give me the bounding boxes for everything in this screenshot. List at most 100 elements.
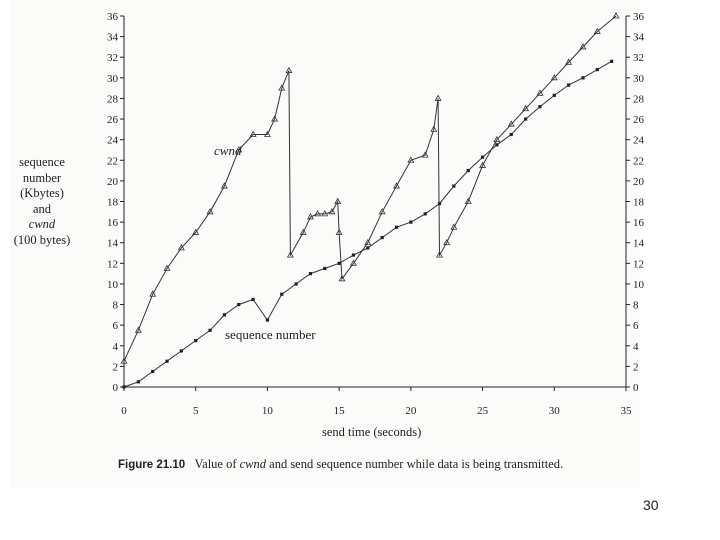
- y-axis-label-line: cwnd: [28, 217, 56, 231]
- x-tick-label: 20: [405, 405, 417, 417]
- caption-text-italic: cwnd: [239, 457, 267, 471]
- y-tick-label-right: 26: [633, 114, 645, 126]
- y-tick-label-right: 34: [633, 32, 645, 44]
- cwnd-point: [612, 12, 620, 19]
- y-tick-label-right: 10: [633, 279, 645, 291]
- cwnd-point: [120, 357, 128, 364]
- sequence-number-point: [423, 212, 427, 216]
- y-tick-label-right: 22: [633, 155, 644, 167]
- sequence-number-point: [380, 235, 384, 240]
- slide-number: 30: [643, 497, 659, 513]
- cwnd-point: [177, 244, 185, 251]
- y-tick-label-left: 14: [107, 238, 119, 250]
- sequence-number-point: [165, 359, 169, 363]
- cwnd-point: [522, 104, 530, 112]
- sequence-number-point: [208, 328, 212, 332]
- y-tick-label-left: 18: [107, 197, 119, 209]
- sequence-number-point: [567, 83, 571, 87]
- cwnd-point: [134, 326, 142, 333]
- y-tick-label-left: 10: [107, 279, 119, 291]
- caption-text-end: and send sequence number while data is b…: [266, 457, 564, 471]
- y-tick-label-left: 6: [113, 320, 119, 332]
- y-tick-label-left: 20: [107, 176, 119, 188]
- cwnd-point: [507, 120, 515, 127]
- sequence-number-point: [538, 105, 542, 109]
- x-tick-label: 10: [262, 405, 274, 417]
- cwnd-point: [493, 135, 501, 143]
- sequence-number-point: [194, 339, 198, 343]
- y-tick-label-left: 36: [107, 11, 119, 23]
- y-tick-label-left: 16: [107, 217, 119, 229]
- y-tick-label-right: 16: [633, 217, 645, 229]
- sequence-number-point: [351, 253, 356, 257]
- cwnd-line: [123, 15, 617, 362]
- y-axis-label-line: sequence: [19, 155, 65, 169]
- y-axis-label-line: and: [32, 201, 52, 216]
- sequence-number-point: [122, 385, 126, 389]
- sequence-number-point: [524, 117, 528, 121]
- cwnd-point: [263, 130, 271, 137]
- cwnd-point: [364, 238, 372, 246]
- cwnd-point: [314, 210, 322, 217]
- sequence-number-point: [595, 67, 599, 72]
- y-tick-label-right: 36: [633, 11, 645, 23]
- y-tick-label-right: 14: [633, 238, 645, 250]
- scanned-figure-page: [10, 0, 640, 488]
- y-axis-label-line: (Kbytes): [20, 186, 64, 200]
- sequence-number-series: [122, 59, 614, 389]
- cwnd-point: [306, 213, 314, 220]
- sequence-number-line: [123, 60, 612, 388]
- y-tick-label-right: 32: [633, 52, 644, 64]
- sequence-number-point: [610, 59, 614, 63]
- cwnd-point: [593, 27, 601, 34]
- y-tick-label-right: 2: [633, 361, 639, 373]
- sequence-number-point: [581, 76, 585, 80]
- sequence-number-point: [251, 297, 255, 302]
- cwnd-point: [192, 228, 200, 235]
- y-tick-label-right: 30: [633, 73, 645, 85]
- cwnd-point: [350, 259, 357, 266]
- cwnd-point: [430, 125, 438, 132]
- sequence-number-point: [280, 292, 284, 296]
- sequence-number-point: [151, 369, 155, 374]
- y-tick-label-left: 22: [107, 155, 118, 167]
- cwnd-point: [407, 156, 415, 163]
- cwnd-point: [149, 290, 157, 297]
- x-tick-label: 15: [334, 405, 346, 417]
- sequence-number-point: [308, 272, 313, 276]
- sequence-number-point: [466, 168, 470, 173]
- x-axis-label: send time (seconds): [322, 425, 422, 439]
- cwnd-point: [299, 228, 307, 235]
- cwnd-point: [443, 238, 451, 246]
- y-tick-label-left: 34: [107, 32, 119, 44]
- cwnd-point: [235, 146, 243, 153]
- sequence-number-point: [237, 302, 241, 307]
- y-tick-label-left: 24: [107, 135, 119, 147]
- y-axis-label-line: (100 bytes): [13, 232, 71, 247]
- cwnd-point: [378, 207, 386, 215]
- x-tick-label: 30: [549, 405, 561, 417]
- sequence-number-point: [222, 313, 226, 317]
- cwnd-point: [334, 197, 342, 204]
- cwnd-point: [206, 207, 214, 215]
- cwnd-point: [464, 197, 472, 204]
- sequence-number-point: [552, 93, 556, 97]
- cwnd-point: [321, 210, 329, 217]
- y-axis-label-line: number: [22, 170, 62, 185]
- cwnd-point: [393, 182, 400, 189]
- cwnd-point: [579, 43, 587, 50]
- cwnd-point: [286, 251, 294, 258]
- cwnd-point: [335, 228, 343, 235]
- y-tick-label-left: 2: [113, 361, 119, 373]
- axes: 0246810121416182022242628303234360246810…: [107, 11, 645, 417]
- cwnd-point: [278, 84, 286, 91]
- cwnd-point: [163, 264, 171, 271]
- y-tick-label-left: 30: [107, 73, 119, 85]
- x-tick-label: 25: [477, 405, 489, 417]
- y-tick-label-right: 28: [633, 93, 645, 105]
- cwnd-point: [271, 115, 279, 122]
- y-tick-label-left: 4: [113, 341, 119, 353]
- sequence-number-point: [179, 349, 183, 353]
- sequence-number-annotation: sequence number: [225, 327, 316, 342]
